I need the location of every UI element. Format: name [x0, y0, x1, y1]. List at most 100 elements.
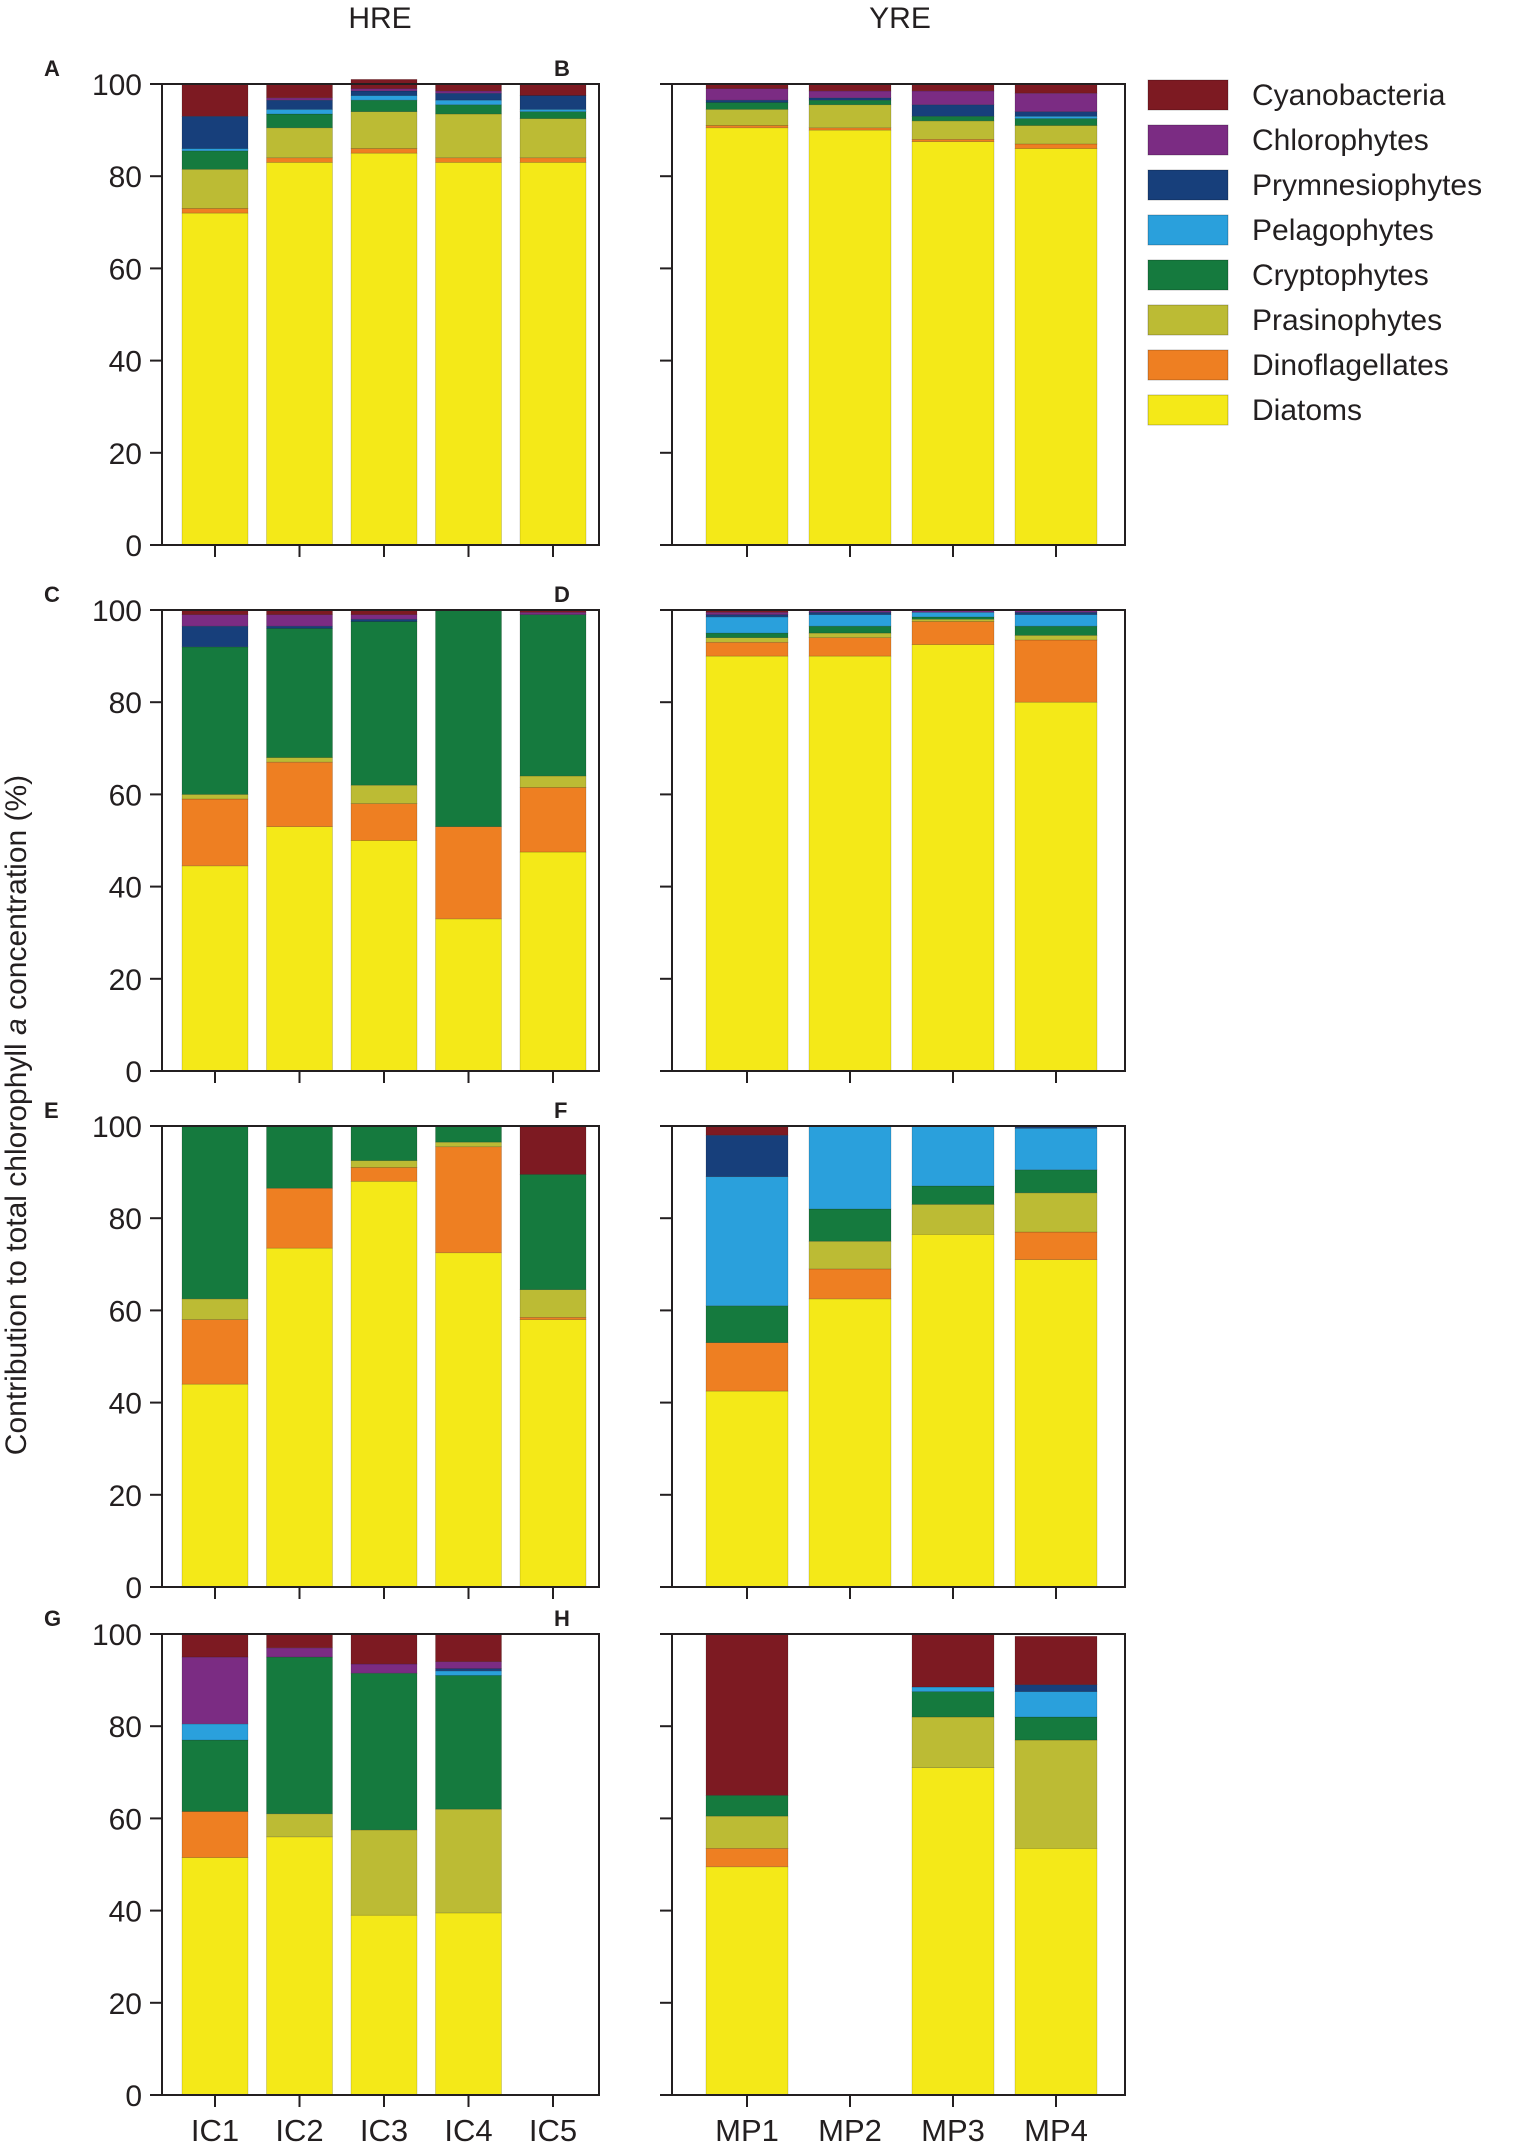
panel-letter: E: [44, 1098, 59, 1123]
bar-segment-cryptophytes: [705, 1305, 789, 1343]
bar-segment-cryptophytes: [911, 616, 995, 620]
bar-segment-chlorophytes: [435, 90, 502, 94]
bar-segment-prasinophytes: [705, 637, 789, 643]
legend-swatch: [1147, 214, 1229, 246]
bar-segment-prasinophytes: [350, 111, 418, 149]
y-tick-label: 20: [109, 1988, 142, 2021]
plot-frame: [671, 1633, 1126, 2096]
bar-segment-prasinophytes: [519, 775, 587, 788]
x-tick-label: MP1: [715, 2113, 779, 2148]
bar-segment-prasinophytes: [911, 120, 995, 140]
x-tick-label: IC2: [275, 2113, 323, 2148]
bar-segment-cryptophytes: [705, 1795, 789, 1817]
legend-label: Chlorophytes: [1252, 124, 1429, 157]
bar-segment-prasinophytes: [519, 1289, 587, 1318]
bar-segment-prasinophytes: [1014, 1739, 1098, 1849]
bar-segment-pelagophytes: [1014, 115, 1098, 119]
bar-segment-cryptophytes: [808, 99, 892, 106]
y-tick-label: 20: [109, 438, 142, 471]
bar-segment-dinoflagellates: [350, 148, 418, 154]
panel-h: H MP1 MP2 MP3 MP4: [554, 1606, 1126, 2148]
bar-segment-cryptophytes: [1014, 625, 1098, 636]
bar-segment-cryptophytes: [266, 628, 333, 758]
bar-segment-diatoms: [808, 129, 892, 546]
bar-segment-prasinophytes: [350, 784, 418, 804]
bar-segment-prymnesiophytes: [519, 95, 587, 110]
plot-frame: [161, 83, 600, 546]
bar-segment-diatoms: [435, 1912, 502, 2096]
bar-segment-dinoflagellates: [350, 803, 418, 841]
bar-segment-cryptophytes: [350, 99, 418, 112]
y-tick-label: 0: [125, 530, 142, 563]
bar-segment-prasinophytes: [705, 109, 789, 126]
bar-segment-cyanobacteria: [705, 1633, 789, 1796]
bar-segment-diatoms: [350, 152, 418, 546]
bar-segment-cryptophytes: [181, 150, 249, 170]
bar-segment-prasinophytes: [911, 1204, 995, 1235]
bar-segment-cyanobacteria: [435, 1633, 502, 1662]
bar-segment-chlorophytes: [350, 1663, 418, 1674]
bar-segment-dinoflagellates: [705, 1342, 789, 1392]
bar-segment-chlorophytes: [435, 1661, 502, 1669]
bar-segment-prasinophytes: [181, 1298, 249, 1320]
legend-swatch: [1147, 394, 1229, 426]
bar-segment-cryptophytes: [350, 1672, 418, 1831]
bar-segment-prasinophytes: [808, 1240, 892, 1270]
legend-item: Prymnesiophytes: [1147, 169, 1482, 202]
legend-item: Pelagophytes: [1147, 214, 1434, 247]
bar-segment-prymnesiophytes: [181, 625, 249, 648]
panel-b: B: [554, 56, 1126, 557]
bar-segment-cryptophytes: [266, 113, 333, 129]
panel-c: C 0 20 40 60 80 100: [44, 582, 600, 1089]
y-tick-label: 0: [125, 1056, 142, 1089]
bar-segment-prasinophytes: [350, 1829, 418, 1916]
bar-segment-cryptophytes: [519, 111, 587, 119]
y-tick-label: 80: [109, 1203, 142, 1236]
y-tick-label: 60: [109, 1295, 142, 1328]
bar-segment-prasinophytes: [435, 1808, 502, 1914]
bar-segment-cyanobacteria: [519, 1125, 587, 1175]
bar-segment-cryptophytes: [519, 1174, 587, 1290]
bar-segment-pelagophytes: [808, 614, 892, 627]
bar-segment-prasinophytes: [1014, 635, 1098, 641]
bar-segment-pelagophytes: [435, 1670, 502, 1676]
panel-letter: A: [44, 56, 60, 81]
bar-segment-pelagophytes: [435, 99, 502, 106]
bar-segment-prasinophytes: [808, 104, 892, 129]
panel-a: A 0 20 40 60 80 100: [44, 56, 600, 563]
panel-f: F: [554, 1098, 1126, 1599]
bar-segment-cyanobacteria: [435, 83, 502, 92]
bar-segment-cyanobacteria: [911, 1633, 995, 1688]
bar-segment-diatoms: [1014, 1259, 1098, 1588]
bar-segment-chlorophytes: [808, 90, 892, 99]
plot-frame: [671, 1125, 1126, 1588]
bar-segment-prasinophytes: [1014, 125, 1098, 145]
bar-segment-cyanobacteria: [266, 1633, 333, 1649]
bar-segment-prymnesiophytes: [808, 97, 892, 101]
bar-segment-cyanobacteria: [1014, 83, 1098, 94]
bar-segment-cryptophytes: [1014, 118, 1098, 126]
bar-segment-diatoms: [911, 1767, 995, 2096]
bar-segment-dinoflagellates: [181, 1319, 249, 1385]
bar-segment-cryptophytes: [519, 614, 587, 777]
bar-segment-prasinophytes: [705, 1815, 789, 1849]
bar-segment-prasinophytes: [435, 113, 502, 159]
y-tick-label: 60: [109, 253, 142, 286]
bar-segment-cyanobacteria: [705, 1125, 789, 1136]
bar-segment-chlorophytes: [705, 612, 789, 615]
bar-segment-diatoms: [911, 644, 995, 1072]
legend-swatch: [1147, 124, 1229, 156]
bar-segment-prasinophytes: [808, 632, 892, 638]
y-tick-label: 80: [109, 687, 142, 720]
x-tick-label: IC5: [529, 2113, 577, 2148]
bar-segment-cryptophytes: [266, 1125, 333, 1189]
bar-segment-chlorophytes: [266, 97, 333, 101]
legend-swatch: [1147, 349, 1229, 381]
bar-segment-diatoms: [705, 127, 789, 546]
bar-segment-prasinophytes: [266, 1813, 333, 1838]
bar-segment-pelagophytes: [911, 1125, 995, 1187]
plot-frame: [671, 609, 1126, 1072]
legend-label: Cyanobacteria: [1252, 79, 1446, 112]
bar-segment-cyanobacteria: [808, 83, 892, 92]
bar-segment-chlorophytes: [266, 1647, 333, 1658]
